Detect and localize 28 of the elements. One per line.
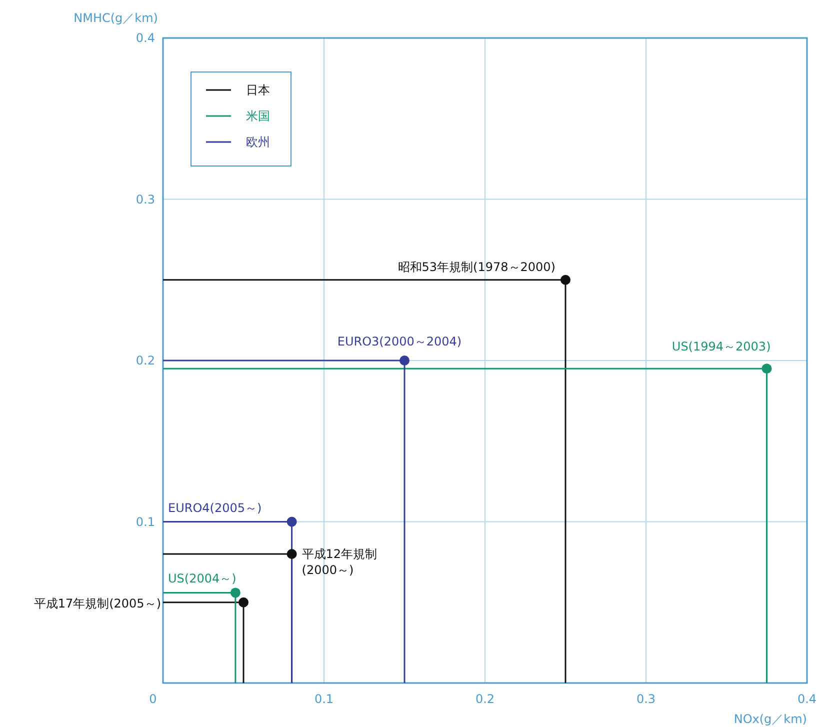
y-tick-label: 0.3: [136, 192, 155, 206]
legend-label: 日本: [246, 83, 270, 97]
point: [286, 516, 297, 527]
y-tick-label: 0.1: [136, 514, 155, 529]
point: [238, 597, 248, 608]
annotation: EURO4(2005～): [168, 500, 262, 515]
point: [230, 588, 240, 598]
legend-label: 米国: [246, 109, 270, 123]
point: [286, 549, 297, 559]
y-tick-label: 0.2: [136, 354, 155, 368]
point: [762, 364, 772, 374]
annotation: US(2004～): [168, 572, 236, 586]
x-tick-label: 0.4: [797, 692, 817, 706]
annotation: US(1994～2003): [672, 340, 771, 354]
x-tick-label: 0.1: [314, 692, 334, 706]
y-axis-title: NMHC(g／km): [74, 11, 158, 25]
point: [400, 356, 410, 366]
legend-label: 欧州: [246, 135, 270, 149]
x-axis-title: NOx(g／km): [734, 712, 807, 726]
x-tick-label: 0.2: [475, 692, 495, 706]
annotation: 平成12年規制 (2000～): [302, 547, 378, 577]
x-tick-label: 0.3: [636, 692, 656, 706]
annotation: 平成17年規制(2005～): [34, 596, 161, 610]
annotation: EURO3(2000～2004): [337, 334, 462, 348]
point: [560, 274, 570, 285]
x-tick-label: 0: [149, 692, 157, 706]
annotation: 昭和53年規制(1978～2000): [398, 260, 556, 274]
y-tick-label: 0.4: [136, 31, 155, 45]
